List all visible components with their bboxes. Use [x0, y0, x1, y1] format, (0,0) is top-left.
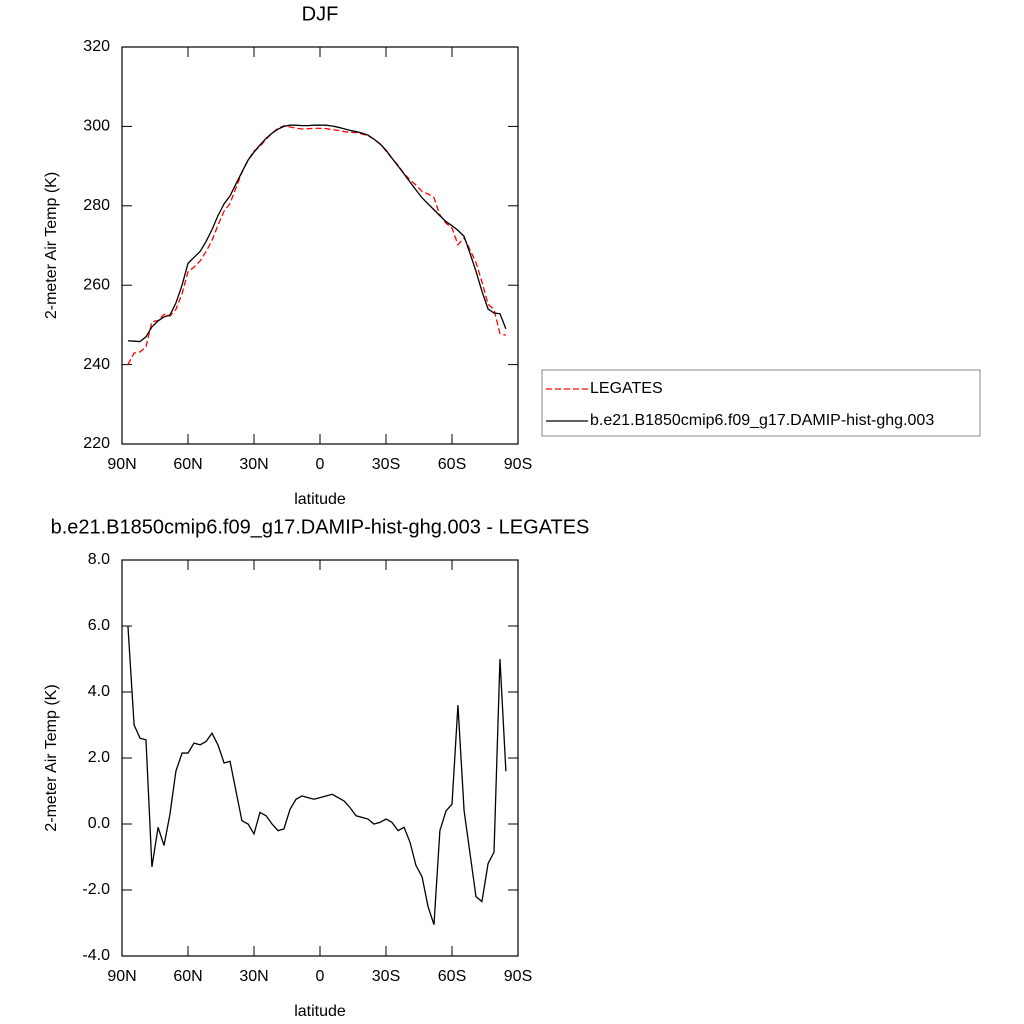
- legend-label: b.e21.B1850cmip6.f09_g17.DAMIP-hist-ghg.…: [590, 412, 934, 429]
- y-axis-label: 2-meter Air Temp (K): [43, 684, 60, 831]
- data-line: [127, 125, 507, 365]
- y-tick-label: -2.0: [82, 881, 110, 898]
- x-tick-label: 60N: [173, 968, 202, 985]
- y-tick-label: 260: [83, 276, 110, 293]
- y-axis-label: 2-meter Air Temp (K): [43, 172, 60, 319]
- x-tick-label: 60S: [438, 968, 466, 985]
- data-line: [127, 625, 507, 925]
- plot-frame: [121, 559, 519, 957]
- y-tick-label: 4.0: [88, 683, 110, 700]
- x-tick-label: 30S: [372, 456, 400, 473]
- x-tick-label: 90S: [504, 456, 532, 473]
- y-tick-label: 0.0: [88, 815, 110, 832]
- legend-box: [541, 369, 981, 437]
- x-tick-label: 60N: [173, 456, 202, 473]
- x-tick-label: 30N: [239, 968, 268, 985]
- y-tick-label: 8.0: [88, 551, 110, 568]
- x-axis-label: latitude: [294, 1003, 346, 1020]
- y-tick-label: 240: [83, 356, 110, 373]
- plot-frame: [121, 46, 519, 445]
- legend-label: LEGATES: [590, 380, 663, 397]
- y-tick-label: 6.0: [88, 617, 110, 634]
- y-tick-label: 300: [83, 118, 110, 135]
- y-tick-label: -4.0: [82, 947, 110, 964]
- x-axis-label: latitude: [294, 491, 346, 508]
- y-tick-label: 220: [83, 435, 110, 452]
- y-tick-label: 320: [83, 38, 110, 55]
- x-tick-label: 30N: [239, 456, 268, 473]
- chart-title: b.e21.B1850cmip6.f09_g17.DAMIP-hist-ghg.…: [51, 516, 590, 538]
- x-tick-label: 30S: [372, 968, 400, 985]
- x-tick-label: 90N: [107, 968, 136, 985]
- x-tick-label: 0: [316, 968, 325, 985]
- y-tick-label: 280: [83, 197, 110, 214]
- y-tick-label: 2.0: [88, 749, 110, 766]
- x-tick-label: 90S: [504, 968, 532, 985]
- x-tick-label: 0: [316, 456, 325, 473]
- x-tick-label: 90N: [107, 456, 136, 473]
- x-tick-label: 60S: [438, 456, 466, 473]
- chart-title: DJF: [302, 3, 339, 25]
- data-line: [127, 124, 507, 343]
